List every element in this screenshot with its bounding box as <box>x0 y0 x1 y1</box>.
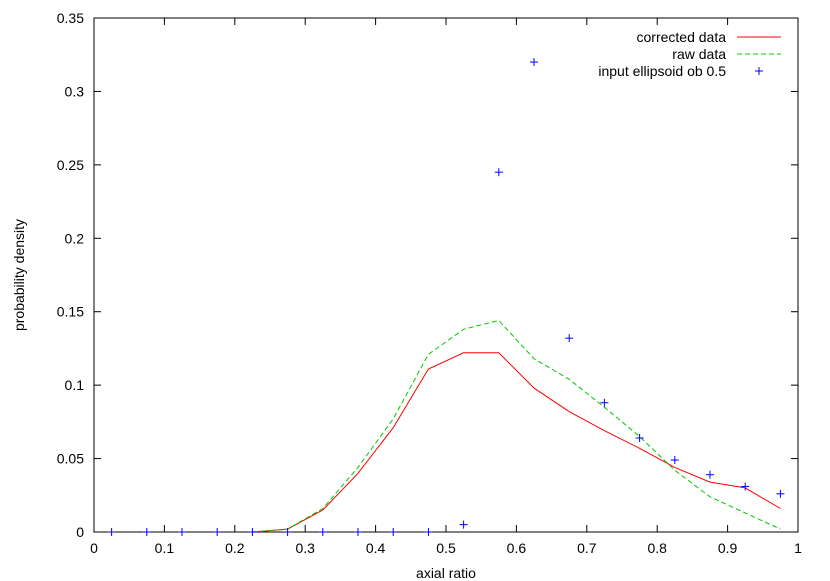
y-axis-label: probability density <box>11 219 27 331</box>
data-point <box>354 528 362 536</box>
x-tick-label: 1 <box>794 540 802 556</box>
data-point <box>424 528 433 536</box>
y-tick-label: 0.1 <box>65 377 85 393</box>
axis-tick-labels: 0 0.1 0.2 0.3 0.4 0.5 0.6 0.7 0.8 0.9 1 0 0.05 0.1 0.1… <box>57 10 802 556</box>
x-tick-label: 0.1 <box>155 540 175 556</box>
plot-series <box>107 58 785 536</box>
legend-label: raw data <box>672 46 726 62</box>
x-tick-label: 0.9 <box>718 540 738 556</box>
x-tick-label: 0.3 <box>295 540 315 556</box>
y-tick-label: 0.3 <box>65 83 85 99</box>
data-point <box>283 528 292 536</box>
y-tick-label: 0 <box>76 524 84 540</box>
data-point <box>755 67 763 75</box>
data-point <box>494 168 503 177</box>
data-point <box>107 528 116 536</box>
y-tick-label: 0.05 <box>57 451 84 467</box>
y-tick-label: 0.35 <box>57 10 84 26</box>
y-tick-label: 0.2 <box>65 230 85 246</box>
axis-ticks <box>93 17 799 533</box>
data-point <box>213 528 222 536</box>
data-point <box>389 528 398 536</box>
x-axis-label: axial ratio <box>416 565 476 581</box>
data-point <box>706 470 714 479</box>
x-tick-label: 0.7 <box>577 540 597 556</box>
series-line <box>252 319 781 533</box>
series-0 <box>252 352 781 533</box>
x-tick-label: 0.8 <box>647 540 667 556</box>
x-tick-label: 0.2 <box>225 540 245 556</box>
data-point <box>178 528 186 536</box>
x-tick-label: 0.4 <box>366 540 386 556</box>
series-2 <box>107 58 785 536</box>
legend-label: input ellipsoid ob 0.5 <box>598 63 726 79</box>
data-point <box>741 482 750 491</box>
x-tick-label: 0 <box>90 540 98 556</box>
data-point <box>142 528 151 536</box>
data-point <box>635 434 644 443</box>
data-point <box>248 528 257 536</box>
data-point <box>318 528 327 536</box>
legend-label: corrected data <box>637 29 727 45</box>
data-point <box>670 456 679 465</box>
data-point <box>565 334 574 343</box>
plot-frame <box>93 17 799 533</box>
x-tick-label: 0.6 <box>507 540 527 556</box>
series-1 <box>252 319 781 533</box>
y-tick-label: 0.25 <box>57 157 84 173</box>
y-tick-label: 0.15 <box>57 304 84 320</box>
x-tick-label: 0.5 <box>436 540 456 556</box>
series-line <box>252 352 781 533</box>
data-point <box>530 58 538 67</box>
data-point <box>600 398 609 407</box>
data-point <box>459 520 468 529</box>
data-point <box>776 489 785 498</box>
